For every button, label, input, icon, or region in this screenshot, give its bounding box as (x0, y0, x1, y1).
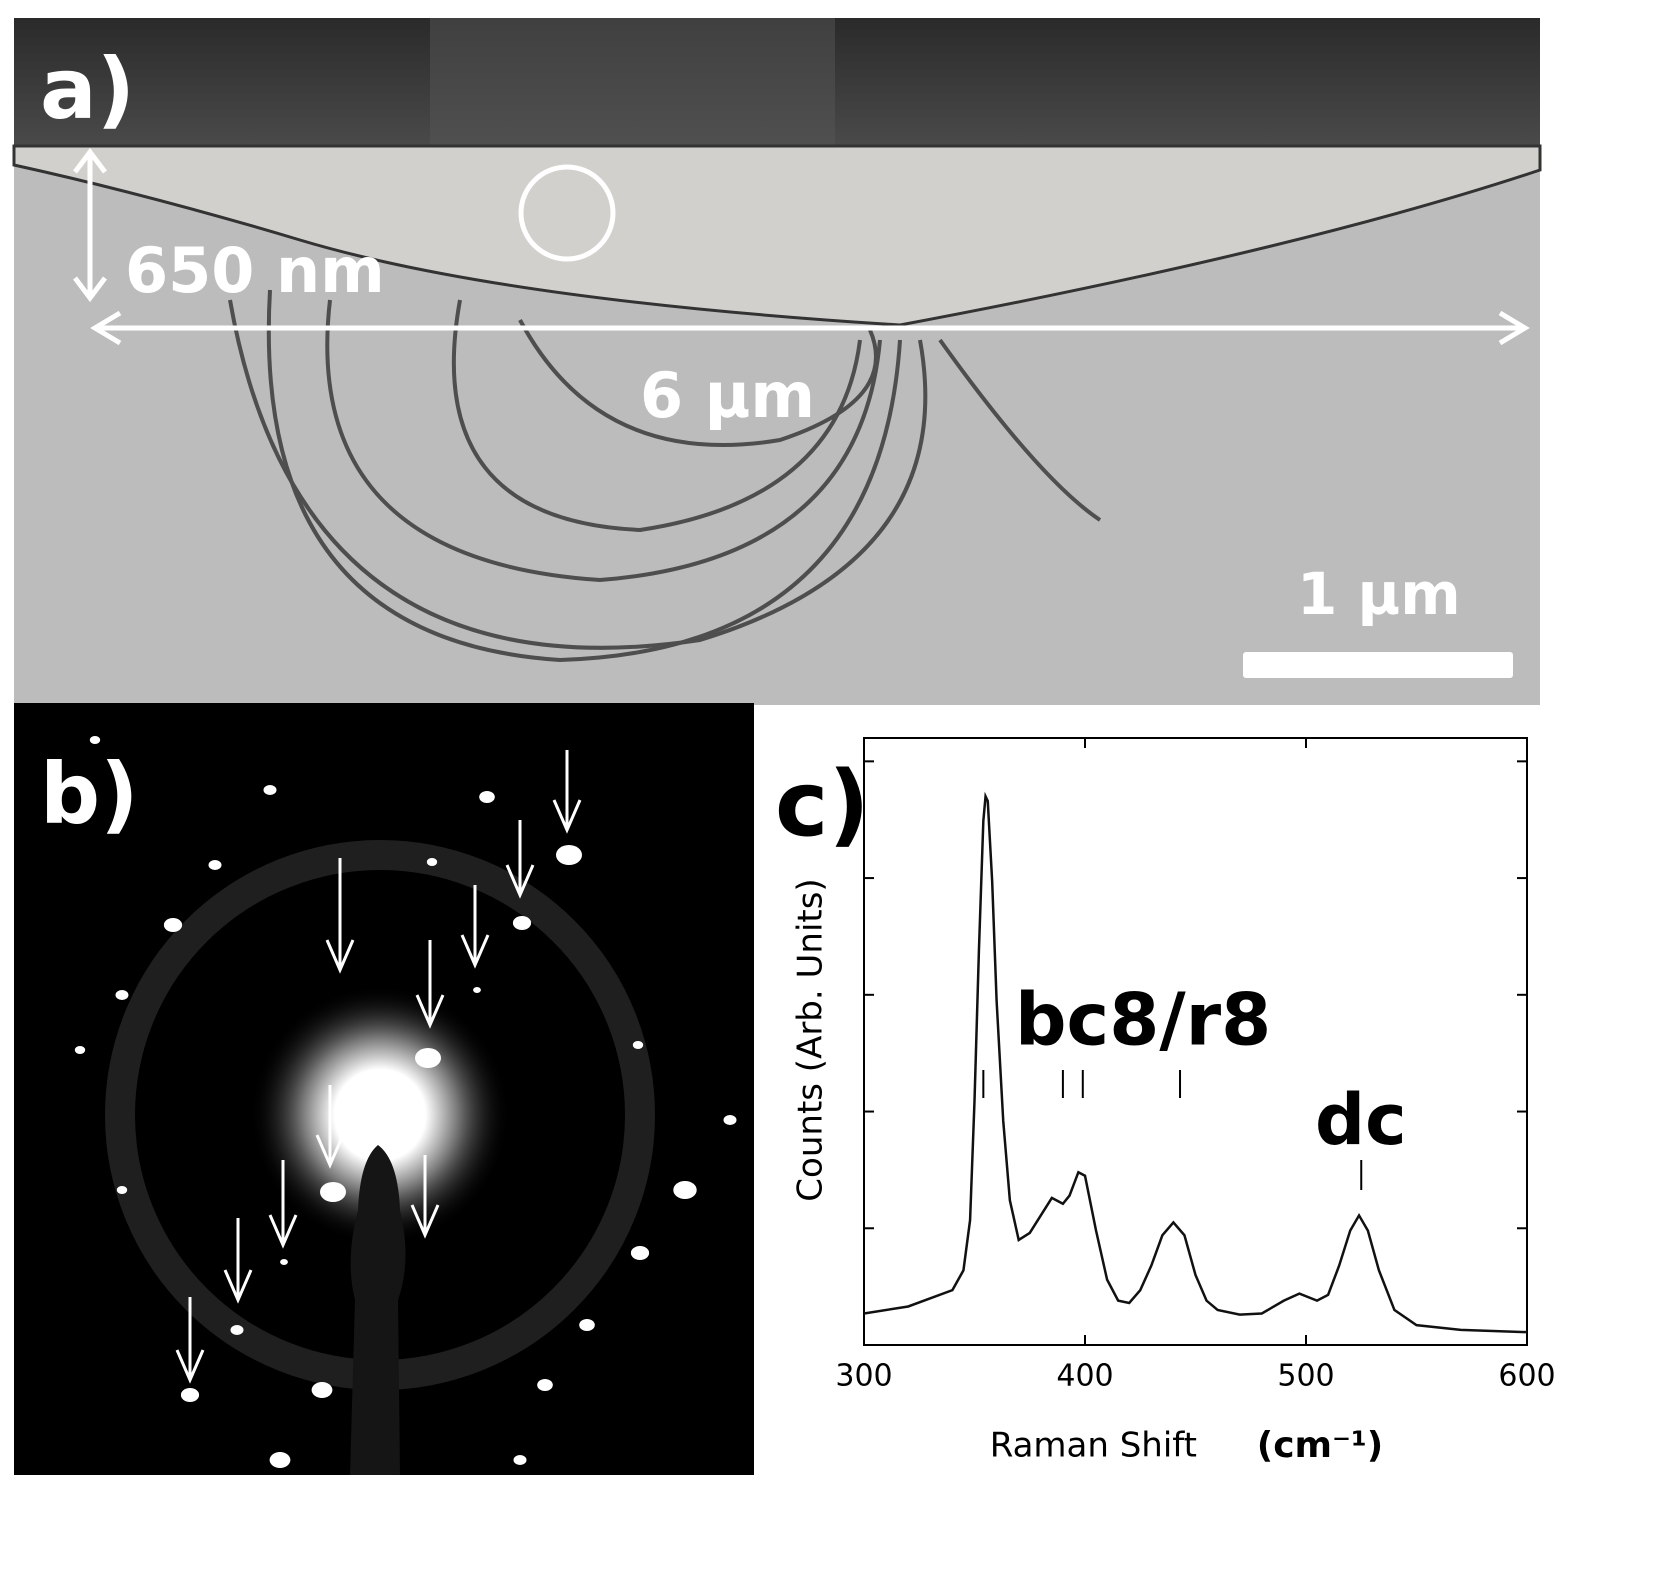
diffraction-spot (473, 987, 481, 993)
panel-label: b) (40, 745, 139, 843)
diffraction-spot (89, 736, 101, 744)
panel-a: a) 650 nm 6 µm 1 µm (12, 18, 1542, 705)
line-series (863, 791, 1528, 1334)
plot-frame (863, 737, 1528, 1346)
arrow (415, 940, 445, 1029)
y-axis-label: Counts (Arb. Units) (791, 878, 831, 1201)
scale-label: 1 µm (1297, 560, 1461, 628)
depth-label: 650 nm (125, 234, 385, 307)
arrow (505, 820, 535, 899)
diffraction-spot (116, 1186, 128, 1194)
amorphous-zone (12, 144, 1542, 327)
diffraction-spot (180, 1388, 200, 1402)
width-label: 6 µm (640, 359, 815, 432)
panel-c: c) Raman Shift (cm⁻¹) Counts (Arb. Units… (775, 737, 1556, 1466)
diffraction-spot (115, 990, 129, 1000)
diffraction-spot (269, 1452, 291, 1468)
diffraction-spot (280, 1259, 288, 1265)
diffraction-spot (208, 860, 222, 870)
annotation-label: dc (1315, 1079, 1407, 1161)
diffraction-spot (311, 1382, 333, 1398)
diffraction-spot (479, 791, 495, 803)
arrow (325, 858, 355, 974)
x-tick-label: 500 (1277, 1359, 1334, 1394)
arrow (175, 1297, 205, 1384)
arrow (410, 1155, 440, 1239)
diffraction-spot (723, 1115, 737, 1125)
x-tick-label: 300 (835, 1359, 892, 1394)
diffraction-spot (512, 916, 532, 930)
diffraction-spot (426, 858, 438, 866)
diffraction-spot (74, 1046, 86, 1054)
diffraction-spot (230, 1325, 244, 1335)
x-axis-label: Raman Shift (990, 1426, 1197, 1466)
annotation-label: bc8/r8 (1015, 978, 1271, 1062)
arrow (315, 1085, 345, 1169)
diffraction-spot (673, 1181, 697, 1199)
x-tick-label: 600 (1498, 1359, 1555, 1394)
diffraction-spot (513, 1455, 527, 1465)
x-tick-label: 400 (1056, 1359, 1113, 1394)
diffraction-spot (556, 845, 582, 865)
scale-bar (1243, 652, 1513, 678)
diffraction-spot (320, 1182, 346, 1202)
cap-layer (430, 18, 835, 146)
arrow (552, 750, 582, 834)
diffraction-spot (630, 1246, 650, 1260)
panel-label: c) (775, 752, 869, 857)
arrow (460, 885, 490, 969)
panel-b: b) (14, 703, 754, 1475)
diffraction-spot (632, 1041, 644, 1049)
diffraction-spot (263, 785, 277, 795)
diffraction-spot (415, 1048, 441, 1068)
panel-label: a) (40, 40, 135, 138)
diffraction-spot (163, 918, 183, 932)
selected-area-circle (518, 164, 616, 262)
dislocation-arcs (228, 289, 1102, 663)
dimension-arrows (73, 147, 1530, 346)
central-beam (250, 985, 510, 1245)
beam-stop (350, 1145, 406, 1475)
x-axis-unit: (cm⁻¹) (1257, 1425, 1384, 1466)
arrow (268, 1160, 298, 1249)
diffraction-spot (537, 1379, 553, 1391)
diffraction-spot (579, 1319, 595, 1331)
arrow (223, 1218, 253, 1304)
